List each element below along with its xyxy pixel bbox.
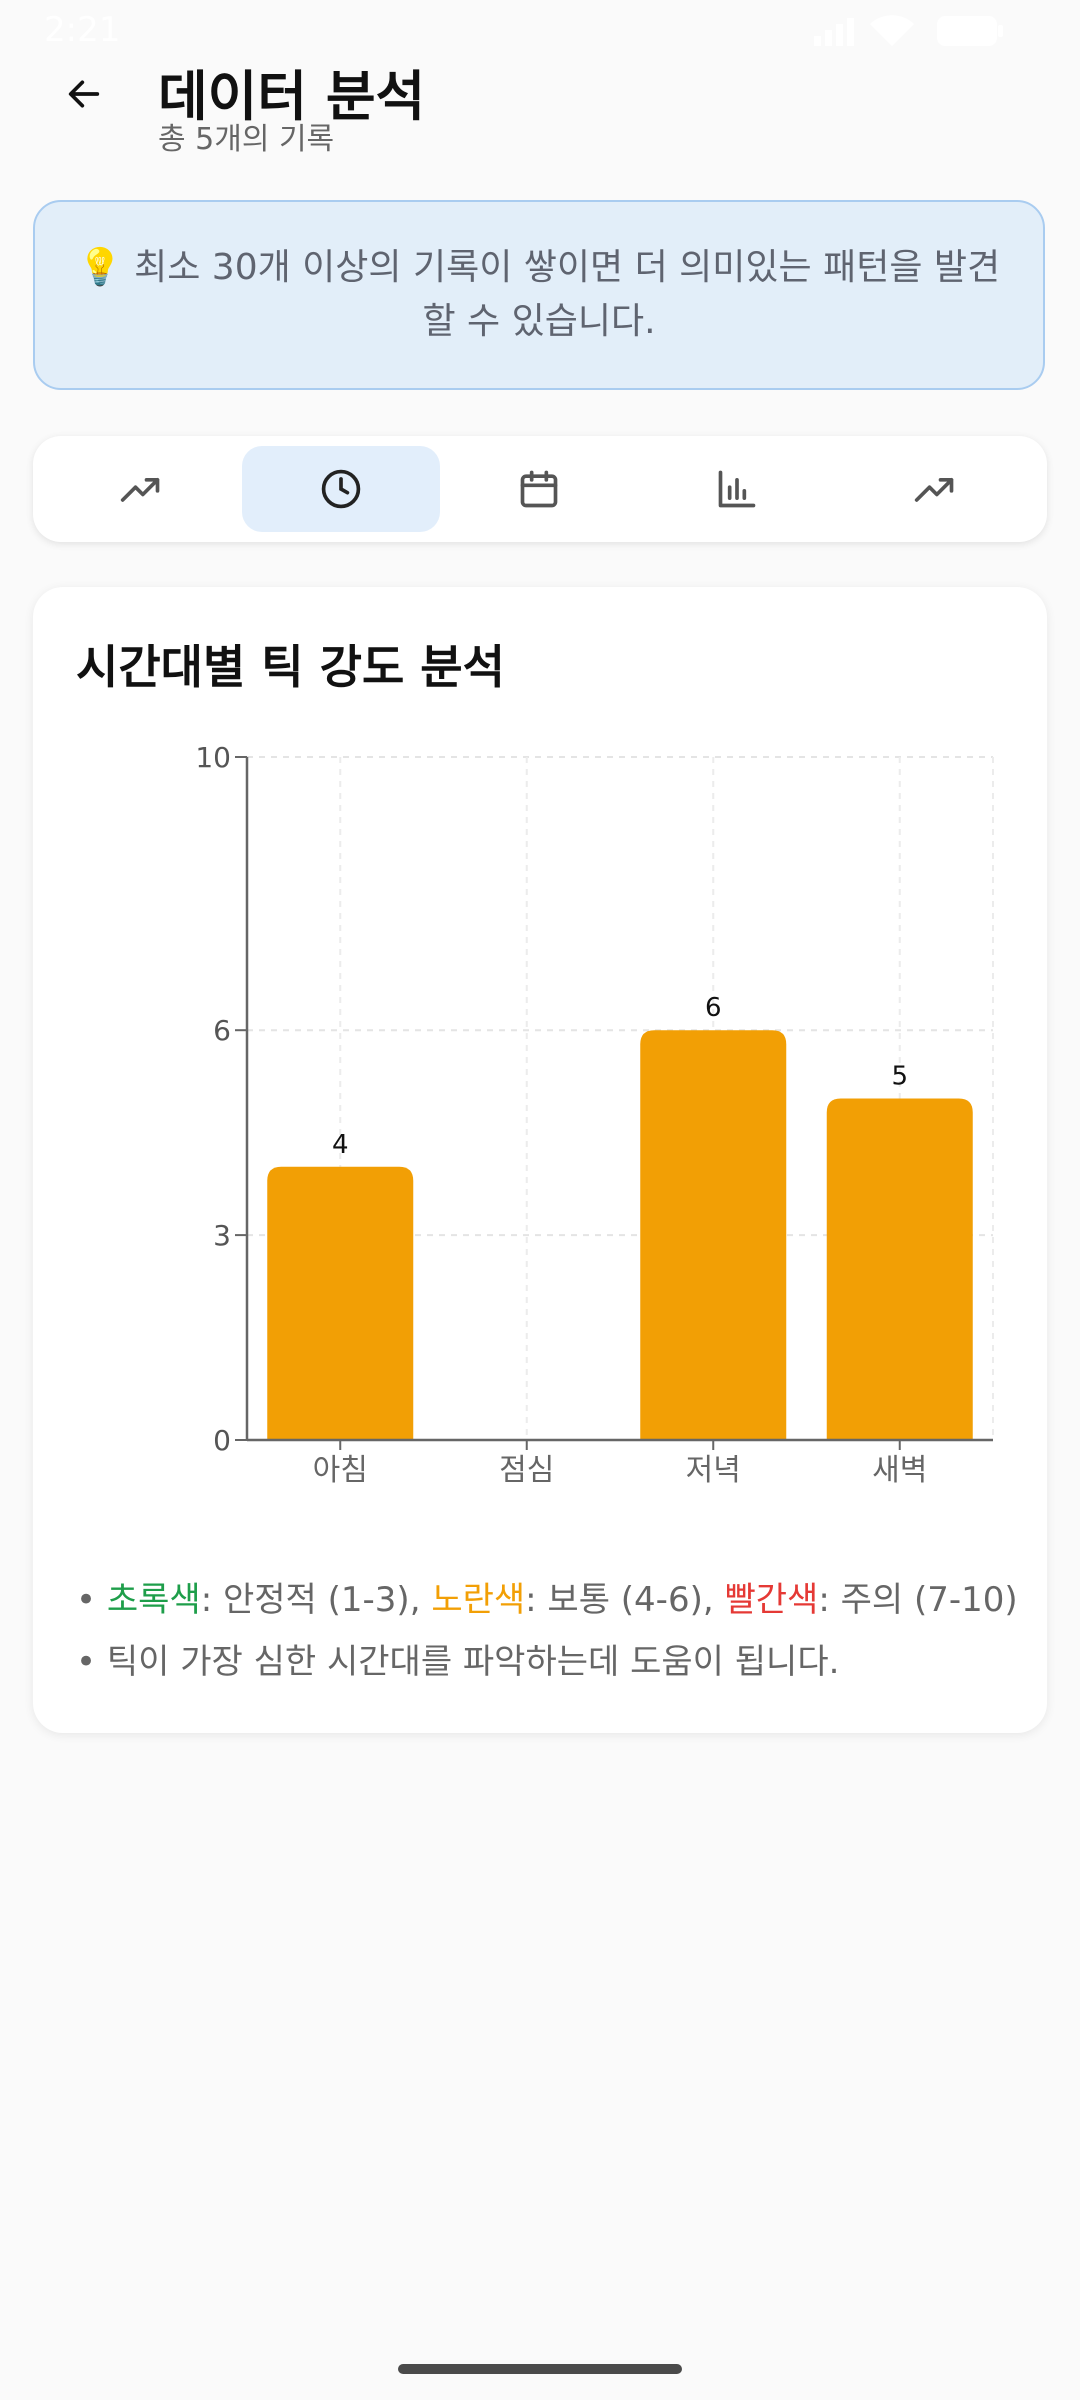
- x-tick-label: 점심: [499, 1453, 554, 1488]
- page-title: 데이터 분석: [158, 65, 426, 128]
- legend-line-note: • 틱이 가장 심한 시간대를 파악하는데 도움이 됩니다.: [76, 1631, 1018, 1693]
- legend-red-desc: : 주의 (7-10): [818, 1580, 1018, 1620]
- header: 데이터 분석 총 5개의 기록: [0, 60, 1080, 170]
- x-tick-label: 아침: [313, 1453, 368, 1488]
- legend-bullet: •: [76, 1580, 97, 1620]
- tab-trend[interactable]: [42, 446, 240, 532]
- signal-icon: [814, 18, 854, 46]
- chart-legend: • 초록색: 안정적 (1-3), 노란색: 보통 (4-6), 빨간색: 주의…: [76, 1569, 1018, 1693]
- legend-red-label: 빨간색: [724, 1580, 819, 1620]
- intensity-bar-chart: 4 아침 점심 6 저녁 5 새벽 0 3 6 10: [195, 741, 994, 1488]
- bar-value-label: 4: [332, 1130, 349, 1160]
- x-tick-label: 저녁: [686, 1453, 741, 1488]
- x-tick-label: 새벽: [872, 1453, 927, 1488]
- clock-icon: [321, 469, 361, 509]
- status-time: 2:21: [44, 10, 121, 50]
- analysis-tab-bar: [33, 436, 1047, 542]
- page-subtitle: 총 5개의 기록: [158, 122, 335, 157]
- trending-up-icon: [914, 478, 954, 502]
- bar: [640, 1030, 787, 1440]
- tab-bar-chart[interactable]: [638, 446, 836, 532]
- bar-value-label: 6: [705, 993, 722, 1023]
- bar: [826, 1098, 973, 1440]
- legend-note: 틱이 가장 심한 시간대를 파악하는데 도움이 됩니다.: [106, 1642, 840, 1682]
- battery-icon: [937, 16, 1003, 46]
- legend-green-label: 초록색: [106, 1580, 201, 1620]
- arrow-left-icon: [68, 80, 100, 108]
- chart-card: 시간대별 틱 강도 분석 4 아침 점심 6 저녁 5 새벽 0 3 6 10 • 초록색: 안정적…: [33, 587, 1047, 1733]
- legend-yellow-desc: : 보통 (4-6),: [525, 1580, 725, 1620]
- legend-yellow-label: 노란색: [431, 1580, 526, 1620]
- bar-chart-icon: [718, 470, 756, 508]
- wifi-icon: [870, 15, 914, 46]
- y-tick-label: 0: [213, 1424, 231, 1457]
- y-tick-label: 6: [213, 1014, 231, 1047]
- back-button[interactable]: [50, 60, 118, 128]
- legend-bullet: •: [76, 1642, 97, 1682]
- status-bar: 2:21: [0, 0, 1080, 60]
- tab-time-of-day[interactable]: [242, 446, 440, 532]
- home-indicator[interactable]: [398, 2364, 682, 2374]
- trending-up-icon: [120, 478, 160, 502]
- info-notice-text: 💡 최소 30개 이상의 기록이 쌓이면 더 의미있는 패턴을 발견할 수 있습…: [77, 247, 1001, 342]
- tab-trend-2[interactable]: [836, 446, 1034, 532]
- legend-green-desc: : 안정적 (1-3),: [200, 1580, 432, 1620]
- calendar-icon: [520, 470, 558, 508]
- chart-title: 시간대별 틱 강도 분석: [76, 640, 505, 694]
- info-notice: 💡 최소 30개 이상의 기록이 쌓이면 더 의미있는 패턴을 발견할 수 있습…: [33, 200, 1045, 390]
- tab-calendar[interactable]: [440, 446, 638, 532]
- y-tick-label: 10: [195, 741, 231, 774]
- bar-value-label: 5: [891, 1062, 908, 1092]
- bar: [267, 1166, 414, 1440]
- y-tick-label: 3: [213, 1219, 231, 1252]
- legend-line-colors: • 초록색: 안정적 (1-3), 노란색: 보통 (4-6), 빨간색: 주의…: [76, 1569, 1018, 1631]
